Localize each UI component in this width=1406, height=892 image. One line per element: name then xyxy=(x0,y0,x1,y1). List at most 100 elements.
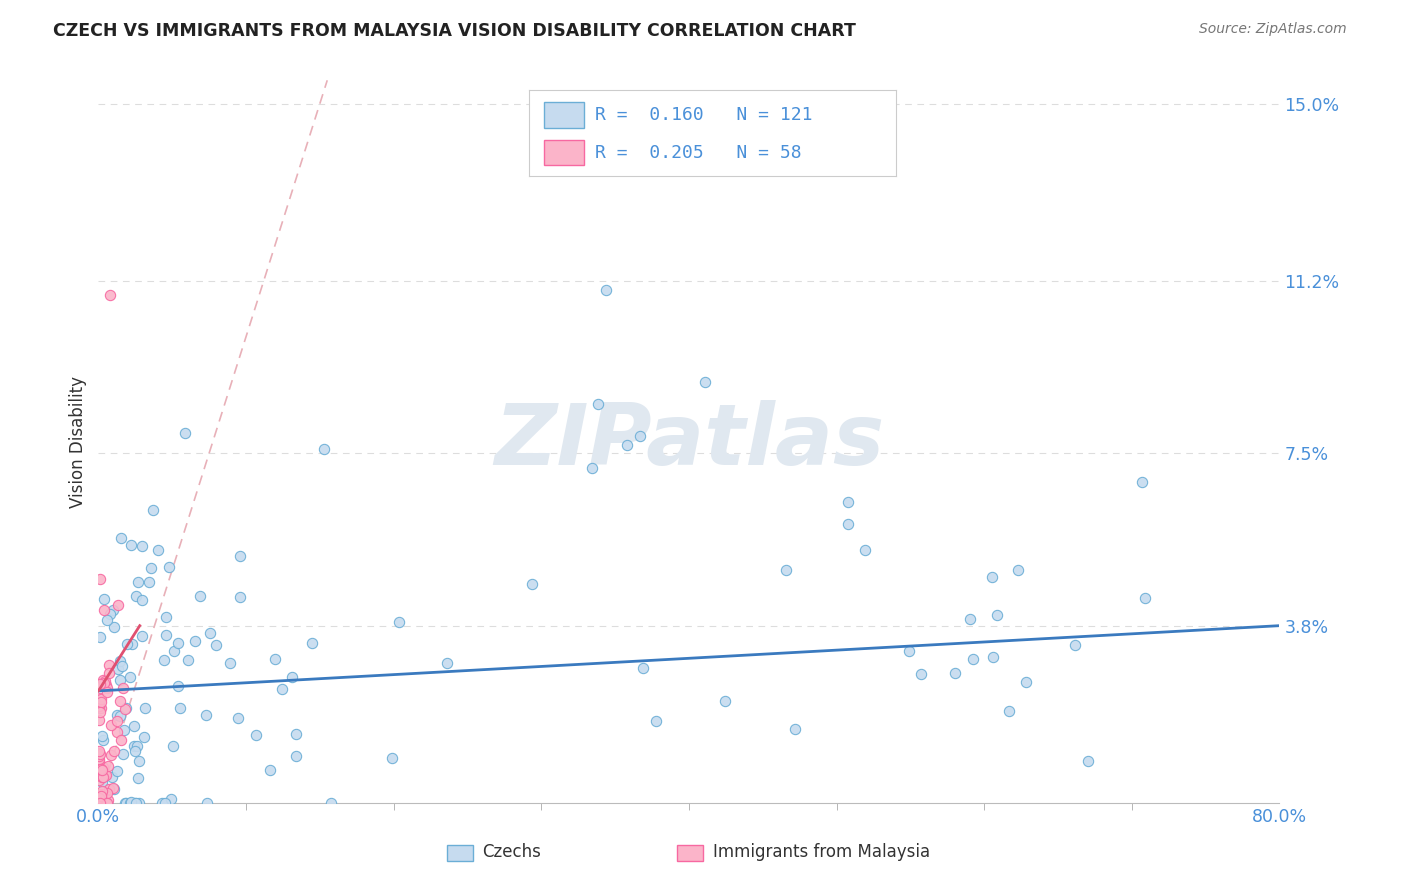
Point xyxy=(101,602,124,616)
Point xyxy=(115,701,138,715)
Point xyxy=(943,665,966,680)
Point xyxy=(962,651,984,665)
Point xyxy=(162,739,184,753)
Point xyxy=(138,575,160,590)
Point xyxy=(118,796,141,810)
Point xyxy=(520,577,543,591)
Point xyxy=(381,751,404,765)
Point xyxy=(198,626,221,640)
Point xyxy=(595,283,617,297)
Point xyxy=(775,563,797,577)
Text: CZECH VS IMMIGRANTS FROM MALAYSIA VISION DISABILITY CORRELATION CHART: CZECH VS IMMIGRANTS FROM MALAYSIA VISION… xyxy=(53,22,856,40)
Point xyxy=(101,771,124,785)
Point xyxy=(107,662,129,676)
Point xyxy=(628,429,651,443)
Point xyxy=(110,733,132,747)
Point xyxy=(91,770,114,784)
Point xyxy=(271,682,294,697)
Point xyxy=(173,425,195,440)
Point xyxy=(1130,475,1153,489)
Point xyxy=(910,667,932,681)
Point xyxy=(89,743,111,757)
Point xyxy=(981,570,1004,584)
Point xyxy=(114,702,136,716)
Point xyxy=(157,559,180,574)
Point xyxy=(998,704,1021,718)
Point xyxy=(105,707,128,722)
Point xyxy=(90,789,112,803)
Point xyxy=(616,438,638,452)
Point xyxy=(319,796,342,810)
Point xyxy=(98,287,121,301)
Point xyxy=(264,651,287,665)
Point xyxy=(1064,638,1087,652)
Point xyxy=(94,674,117,689)
Point xyxy=(112,681,135,695)
Point xyxy=(90,788,112,802)
Point xyxy=(90,763,112,777)
Point xyxy=(155,609,177,624)
Point xyxy=(122,719,145,733)
Point xyxy=(155,628,177,642)
Point xyxy=(783,722,806,736)
Point xyxy=(91,760,114,774)
Point xyxy=(128,796,150,810)
Point xyxy=(96,613,118,627)
Point xyxy=(90,770,112,784)
Point xyxy=(97,759,120,773)
Point xyxy=(120,538,142,552)
Point xyxy=(89,772,111,787)
Point xyxy=(134,701,156,715)
Point xyxy=(94,768,117,782)
Point xyxy=(120,670,142,684)
Point xyxy=(259,763,281,777)
Point xyxy=(89,790,111,805)
Point xyxy=(1076,755,1098,769)
Point xyxy=(167,679,190,693)
Point xyxy=(141,560,163,574)
Point xyxy=(194,707,217,722)
Text: Czechs: Czechs xyxy=(482,843,541,861)
Point xyxy=(120,795,142,809)
Point xyxy=(91,796,114,810)
Point xyxy=(837,516,859,531)
Point xyxy=(90,730,112,744)
Point xyxy=(89,746,111,760)
Point xyxy=(124,589,146,603)
Point xyxy=(89,691,111,706)
Point xyxy=(229,549,252,564)
Point xyxy=(285,748,308,763)
FancyBboxPatch shape xyxy=(447,845,472,861)
Point xyxy=(115,637,138,651)
Point xyxy=(645,714,668,729)
Point xyxy=(124,744,146,758)
Point xyxy=(96,796,118,810)
Point xyxy=(90,784,112,798)
Point xyxy=(245,728,267,742)
Point xyxy=(112,747,135,761)
Point xyxy=(142,503,165,517)
Point xyxy=(981,649,1004,664)
Point xyxy=(110,673,132,688)
Point xyxy=(110,531,132,545)
Point xyxy=(121,637,143,651)
Point xyxy=(714,694,737,708)
Point xyxy=(131,539,153,553)
Point xyxy=(132,730,155,744)
Text: Source: ZipAtlas.com: Source: ZipAtlas.com xyxy=(1199,22,1347,37)
Point xyxy=(204,639,226,653)
Point xyxy=(91,775,114,789)
Point xyxy=(90,701,112,715)
Point xyxy=(124,796,146,810)
Point xyxy=(1007,563,1029,577)
Point xyxy=(101,780,124,795)
Point xyxy=(110,694,132,708)
Text: ZIPatlas: ZIPatlas xyxy=(494,400,884,483)
Point xyxy=(853,542,876,557)
Point xyxy=(93,603,115,617)
Point xyxy=(96,681,118,695)
Point xyxy=(100,748,122,763)
Point xyxy=(301,636,323,650)
Point xyxy=(105,714,128,729)
Point xyxy=(1015,674,1038,689)
